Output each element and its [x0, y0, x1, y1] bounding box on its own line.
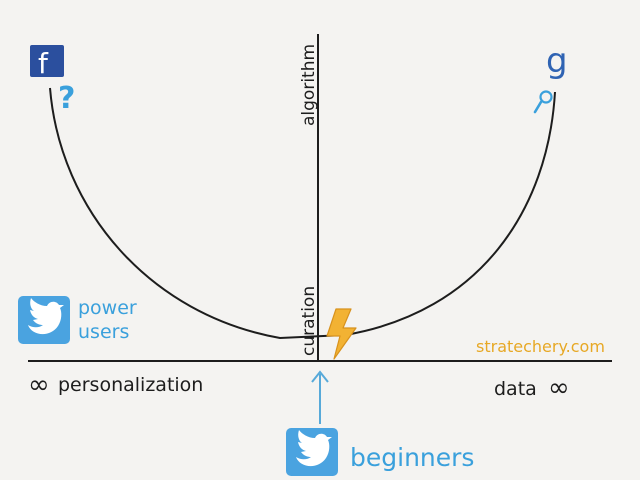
left-axis-label: personalization	[58, 374, 203, 396]
lightning-bolt-icon	[326, 308, 357, 360]
beginners-label: beginners	[350, 443, 474, 472]
magnifier-icon	[533, 90, 553, 114]
google-logo-icon: g	[546, 41, 568, 81]
twitter-beginners-icon	[286, 428, 338, 476]
right-infinity-symbol: ∞	[548, 373, 570, 403]
facebook-logo-icon: f	[30, 45, 64, 80]
watermark-text: stratechery.com	[476, 337, 605, 356]
left-infinity-symbol: ∞	[28, 370, 50, 400]
facebook-logo-letter: f	[38, 47, 49, 80]
arrow-up-icon	[311, 370, 329, 424]
vertical-axis-top-label: algorithm	[299, 44, 319, 126]
power-users-label-line2: users	[78, 321, 129, 343]
u-curve	[49, 87, 556, 340]
power-users-label-line1: power	[78, 297, 137, 319]
twitter-power-users-icon	[18, 296, 70, 344]
right-axis-label: data	[494, 378, 537, 400]
vertical-axis-bottom-label: curation	[299, 286, 319, 356]
question-mark: ?	[58, 81, 75, 116]
